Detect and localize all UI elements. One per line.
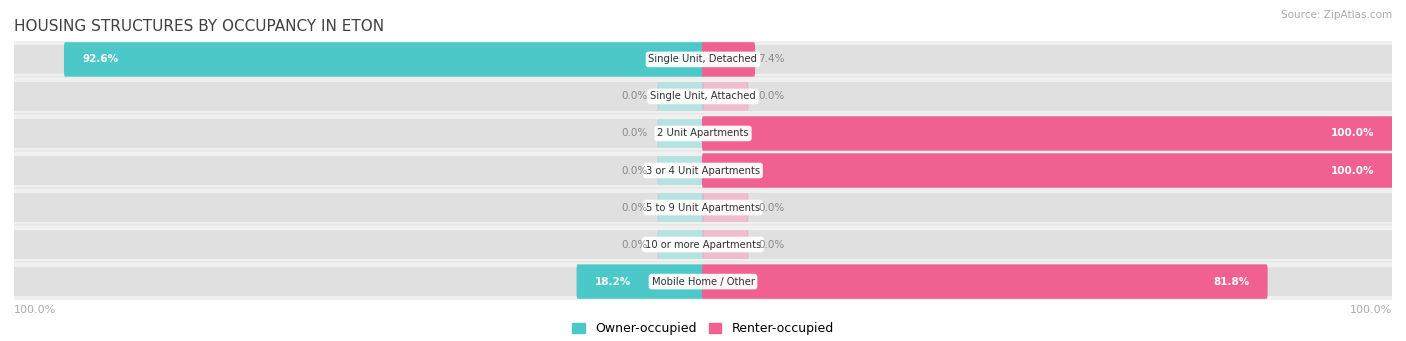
FancyBboxPatch shape bbox=[702, 116, 1393, 151]
FancyBboxPatch shape bbox=[658, 193, 703, 222]
FancyBboxPatch shape bbox=[658, 119, 703, 148]
FancyBboxPatch shape bbox=[14, 267, 659, 296]
Text: 0.0%: 0.0% bbox=[621, 203, 648, 212]
Text: 0.0%: 0.0% bbox=[621, 165, 648, 176]
FancyBboxPatch shape bbox=[3, 40, 1403, 79]
FancyBboxPatch shape bbox=[14, 193, 659, 222]
Text: 100.0%: 100.0% bbox=[1331, 165, 1375, 176]
Text: Single Unit, Detached: Single Unit, Detached bbox=[648, 55, 758, 64]
FancyBboxPatch shape bbox=[3, 188, 1403, 227]
Text: 100.0%: 100.0% bbox=[1331, 129, 1375, 138]
Text: 18.2%: 18.2% bbox=[595, 277, 631, 286]
FancyBboxPatch shape bbox=[747, 45, 1392, 74]
FancyBboxPatch shape bbox=[747, 193, 1392, 222]
FancyBboxPatch shape bbox=[65, 42, 704, 77]
FancyBboxPatch shape bbox=[702, 264, 1268, 299]
Text: 0.0%: 0.0% bbox=[758, 239, 785, 250]
Text: 10 or more Apartments: 10 or more Apartments bbox=[645, 239, 761, 250]
FancyBboxPatch shape bbox=[702, 153, 1393, 188]
Text: 5 to 9 Unit Apartments: 5 to 9 Unit Apartments bbox=[645, 203, 761, 212]
FancyBboxPatch shape bbox=[703, 82, 748, 111]
FancyBboxPatch shape bbox=[747, 267, 1392, 296]
Text: 81.8%: 81.8% bbox=[1213, 277, 1250, 286]
Text: Mobile Home / Other: Mobile Home / Other bbox=[651, 277, 755, 286]
FancyBboxPatch shape bbox=[747, 230, 1392, 259]
FancyBboxPatch shape bbox=[747, 82, 1392, 111]
FancyBboxPatch shape bbox=[14, 119, 659, 148]
Legend: Owner-occupied, Renter-occupied: Owner-occupied, Renter-occupied bbox=[568, 317, 838, 340]
FancyBboxPatch shape bbox=[14, 230, 659, 259]
FancyBboxPatch shape bbox=[3, 225, 1403, 264]
Text: 0.0%: 0.0% bbox=[621, 91, 648, 102]
FancyBboxPatch shape bbox=[703, 45, 748, 74]
Text: 92.6%: 92.6% bbox=[83, 55, 118, 64]
FancyBboxPatch shape bbox=[3, 77, 1403, 116]
FancyBboxPatch shape bbox=[658, 230, 703, 259]
FancyBboxPatch shape bbox=[703, 230, 748, 259]
FancyBboxPatch shape bbox=[703, 156, 748, 185]
Text: 7.4%: 7.4% bbox=[758, 55, 785, 64]
FancyBboxPatch shape bbox=[14, 82, 659, 111]
FancyBboxPatch shape bbox=[658, 267, 703, 296]
Text: Source: ZipAtlas.com: Source: ZipAtlas.com bbox=[1281, 10, 1392, 20]
FancyBboxPatch shape bbox=[703, 119, 748, 148]
Text: 0.0%: 0.0% bbox=[621, 239, 648, 250]
FancyBboxPatch shape bbox=[3, 262, 1403, 301]
FancyBboxPatch shape bbox=[658, 45, 703, 74]
FancyBboxPatch shape bbox=[14, 156, 659, 185]
FancyBboxPatch shape bbox=[702, 42, 755, 77]
Text: Single Unit, Attached: Single Unit, Attached bbox=[650, 91, 756, 102]
Text: 100.0%: 100.0% bbox=[14, 305, 56, 314]
FancyBboxPatch shape bbox=[3, 114, 1403, 153]
FancyBboxPatch shape bbox=[3, 151, 1403, 190]
Text: 2 Unit Apartments: 2 Unit Apartments bbox=[657, 129, 749, 138]
Text: 3 or 4 Unit Apartments: 3 or 4 Unit Apartments bbox=[645, 165, 761, 176]
FancyBboxPatch shape bbox=[576, 264, 704, 299]
FancyBboxPatch shape bbox=[747, 156, 1392, 185]
Text: 0.0%: 0.0% bbox=[621, 129, 648, 138]
FancyBboxPatch shape bbox=[703, 267, 748, 296]
Text: 100.0%: 100.0% bbox=[1350, 305, 1392, 314]
Text: 0.0%: 0.0% bbox=[758, 203, 785, 212]
FancyBboxPatch shape bbox=[658, 156, 703, 185]
FancyBboxPatch shape bbox=[703, 193, 748, 222]
FancyBboxPatch shape bbox=[747, 119, 1392, 148]
Text: 0.0%: 0.0% bbox=[758, 91, 785, 102]
Text: HOUSING STRUCTURES BY OCCUPANCY IN ETON: HOUSING STRUCTURES BY OCCUPANCY IN ETON bbox=[14, 18, 384, 33]
FancyBboxPatch shape bbox=[14, 45, 659, 74]
FancyBboxPatch shape bbox=[658, 82, 703, 111]
